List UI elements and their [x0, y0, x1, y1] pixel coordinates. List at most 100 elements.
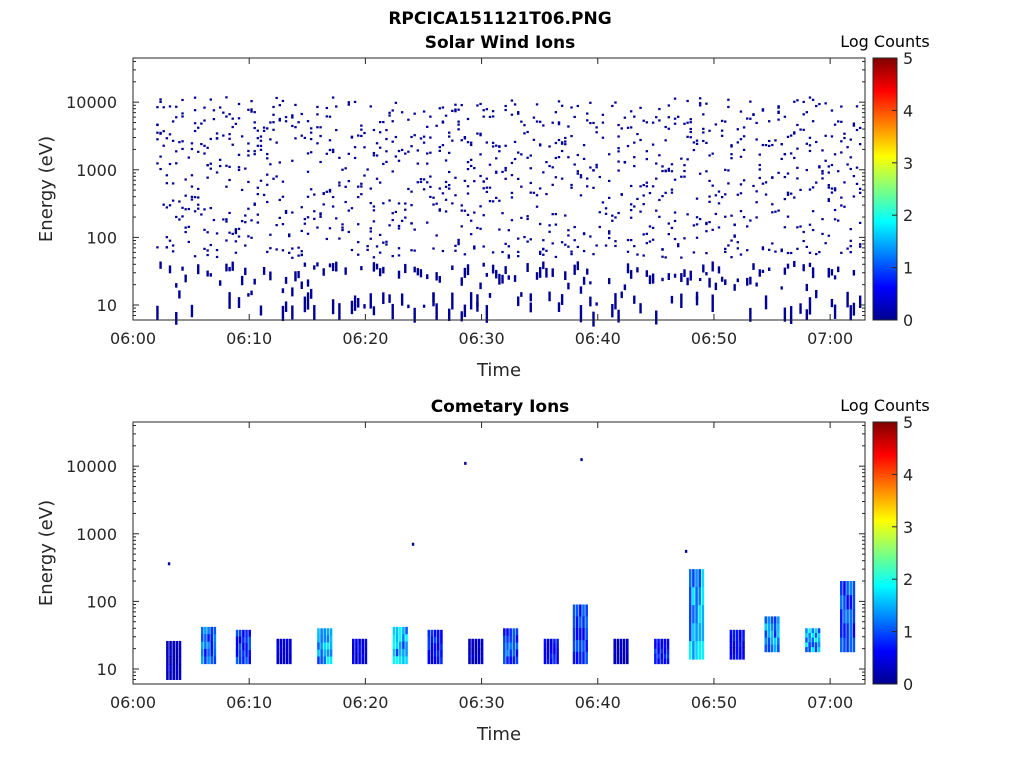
colorbar-tick-label: 5 [903, 413, 913, 432]
data-cell [543, 638, 547, 645]
data-cell [317, 635, 320, 643]
data-cell [325, 115, 329, 118]
data-cell [395, 648, 399, 657]
data-cell [231, 143, 234, 146]
colorbar-gradient [872, 421, 898, 685]
colorbar-tick-label: 3 [903, 518, 913, 537]
data-cell [498, 228, 501, 231]
data-cell [575, 639, 579, 653]
data-cell [495, 171, 498, 174]
data-cell [654, 638, 657, 645]
data-cell [529, 167, 532, 170]
data-cell [353, 146, 357, 149]
data-cell [259, 144, 263, 148]
data-cell [355, 643, 358, 650]
data-cell [309, 137, 313, 141]
data-cell [306, 216, 310, 219]
data-cell [457, 123, 460, 126]
data-cell [589, 121, 592, 125]
data-cell [818, 165, 821, 168]
data-cell [575, 616, 579, 629]
data-cell [520, 216, 523, 219]
data-cell [570, 186, 573, 189]
data-cell [651, 185, 655, 188]
data-cell [746, 277, 749, 286]
data-cell [433, 636, 437, 644]
data-cell [673, 117, 677, 120]
data-cell [504, 104, 507, 108]
plot-frame [132, 421, 866, 685]
data-cell [213, 656, 217, 665]
data-cell [382, 162, 385, 166]
data-cell [291, 211, 294, 214]
data-cell [215, 248, 219, 252]
data-cell [698, 587, 701, 606]
data-cell [767, 616, 771, 624]
data-cell [542, 248, 545, 251]
data-cell [564, 214, 567, 217]
data-cell [623, 116, 627, 119]
data-cell [372, 262, 376, 272]
data-cell [617, 309, 620, 323]
data-cell [259, 305, 263, 316]
data-cell [463, 137, 467, 140]
data-cell [764, 637, 768, 646]
data-cell [535, 272, 539, 280]
data-cell [347, 230, 351, 234]
data-cell [360, 193, 363, 196]
data-cell [688, 587, 692, 606]
data-cell [730, 145, 733, 148]
data-cell [579, 628, 582, 641]
data-cell [197, 196, 200, 199]
data-cell [388, 114, 391, 117]
data-cell [689, 270, 692, 281]
data-cell [171, 182, 175, 185]
data-cell [553, 638, 556, 645]
data-cell [156, 123, 159, 126]
data-cell [237, 166, 241, 169]
data-cell [589, 101, 592, 104]
data-cell [683, 169, 686, 173]
data-cell [281, 249, 285, 252]
data-cell [407, 118, 410, 121]
data-cell [385, 128, 388, 132]
data-cell [551, 242, 554, 245]
data-cell [802, 264, 805, 272]
data-cell [375, 142, 379, 145]
x-tick-label: 06:30 [459, 329, 505, 348]
data-cell [278, 117, 281, 121]
data-cell [572, 616, 576, 629]
data-cell [331, 205, 335, 208]
data-cell [276, 638, 280, 645]
data-cell [799, 225, 802, 228]
data-cell [235, 650, 239, 658]
data-cell [159, 98, 162, 101]
data-cell [513, 275, 517, 282]
data-cell [473, 247, 476, 250]
data-cell [278, 161, 281, 164]
data-cell [840, 595, 843, 610]
data-cell [326, 649, 330, 658]
data-cell [313, 265, 316, 270]
data-cell [281, 223, 285, 226]
data-cell [742, 126, 746, 129]
data-cell [729, 653, 733, 660]
data-cell [162, 130, 165, 133]
data-cell [444, 210, 448, 213]
data-cell [357, 253, 360, 256]
data-cell [836, 120, 840, 123]
data-cell [468, 648, 471, 655]
data-cell [535, 120, 539, 123]
data-cell [755, 190, 758, 193]
data-cell [181, 215, 184, 218]
data-cell [285, 638, 289, 645]
data-cell [512, 649, 516, 658]
colorbar-gradient [872, 57, 898, 321]
data-cell [331, 148, 335, 151]
data-cell [398, 656, 402, 665]
data-cell [796, 99, 799, 102]
data-cell [501, 250, 504, 254]
data-cell [764, 644, 768, 653]
data-cell [181, 98, 184, 102]
